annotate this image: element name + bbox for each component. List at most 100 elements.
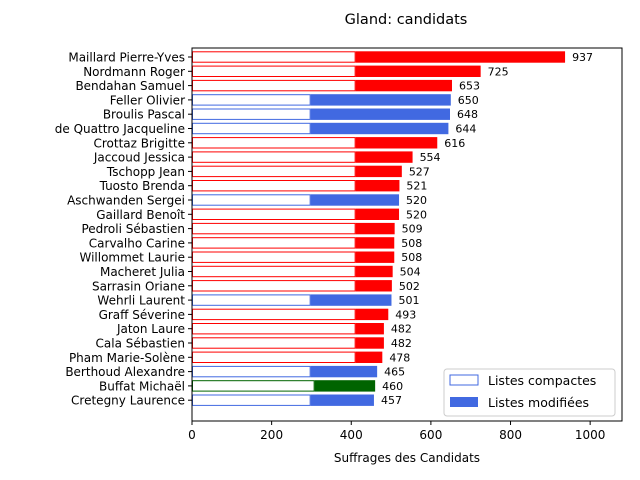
candidate-name-label: Wehrli Laurent — [97, 294, 185, 308]
bar-value-label: 650 — [458, 94, 479, 107]
bar-compact — [192, 208, 356, 221]
bar-modified — [310, 94, 451, 106]
bar-compact — [192, 323, 356, 335]
bar-compact — [192, 79, 356, 92]
bar-modified — [355, 265, 393, 278]
bar-modified — [355, 251, 395, 263]
bar-modified — [355, 65, 481, 77]
candidate-name-label: Pham Marie-Solène — [69, 351, 185, 365]
x-tick-label: 600 — [419, 428, 442, 442]
bar-compact — [192, 294, 311, 306]
bar-compact — [192, 337, 356, 349]
bar-value-label: 482 — [391, 323, 412, 336]
candidate-name-label: Carvalho Carine — [89, 236, 185, 250]
bar-compact — [192, 165, 356, 178]
bar-value-label: 482 — [391, 337, 412, 350]
x-tick-label: 0 — [188, 428, 196, 442]
bar-value-label: 509 — [402, 223, 423, 236]
bar-compact — [192, 365, 311, 378]
bar-compact — [192, 94, 311, 106]
bar-compact — [192, 380, 315, 392]
legend-label-modified: Listes modifiées — [488, 395, 589, 410]
bar-compact — [192, 222, 356, 235]
candidate-name-label: Sarrasin Oriane — [92, 279, 185, 293]
candidate-name-label: Cala Sébastien — [96, 337, 185, 351]
chart-title: Gland: candidats — [345, 12, 468, 28]
candidate-name-label: Berthoud Alexandre — [65, 365, 185, 379]
bar-value-label: 478 — [389, 351, 410, 364]
bar-value-label: 493 — [395, 308, 416, 321]
candidate-name-label: Willommet Laurie — [79, 251, 185, 265]
bar-modified — [310, 394, 374, 406]
candidate-name-label: Buffat Michaël — [99, 379, 185, 393]
bar-modified — [355, 323, 384, 335]
bar-modified — [310, 194, 400, 206]
bar-compact — [192, 265, 356, 278]
bar-value-label: 644 — [455, 123, 476, 136]
x-axis-ticks: 0 200 400 600 800 1000 — [188, 421, 605, 442]
bar-value-label: 616 — [444, 137, 465, 150]
x-axis-label: Suffrages des Candidats — [334, 451, 480, 465]
candidate-name-label: Pedroli Sébastien — [81, 222, 185, 236]
bar-compact — [192, 251, 356, 263]
bar-compact — [192, 51, 356, 63]
bar-modified — [314, 380, 376, 392]
candidate-name-label: Aschwanden Sergei — [67, 194, 185, 208]
bar-modified — [355, 337, 384, 349]
bar-modified — [355, 137, 438, 149]
legend-swatch-compact — [449, 374, 479, 386]
candidate-name-label: Nordmann Roger — [83, 65, 185, 79]
bar-modified — [355, 51, 566, 63]
bar-value-label: 508 — [401, 237, 422, 250]
bars-group: 9377256536506486446165545275215205205095… — [192, 51, 593, 407]
bar-modified — [310, 122, 449, 135]
candidate-name-label: Jaccoud Jessica — [93, 151, 185, 165]
bar-compact — [192, 151, 356, 163]
bar-compact — [192, 237, 356, 249]
bar-value-label: 653 — [459, 80, 480, 93]
bar-modified — [355, 237, 395, 249]
candidate-name-label: Macheret Julia — [100, 265, 185, 279]
bar-compact — [192, 180, 356, 192]
candidate-name-label: Tschopp Jean — [106, 165, 185, 179]
bar-value-label: 527 — [409, 165, 430, 178]
bar-value-label: 520 — [406, 208, 427, 221]
candidate-name-label: de Quattro Jacqueline — [55, 122, 185, 136]
bar-compact — [192, 194, 311, 206]
candidate-name-label: Maillard Pierre-Yves — [68, 51, 185, 65]
candidate-name-label: Tuosto Brenda — [99, 179, 185, 193]
bar-value-label: 502 — [399, 280, 420, 293]
bar-modified — [355, 79, 452, 92]
legend-swatch-modified — [450, 397, 478, 407]
bar-compact — [192, 65, 356, 77]
bar-value-label: 648 — [457, 108, 478, 121]
bar-compact — [192, 351, 356, 364]
bar-value-label: 725 — [488, 65, 509, 78]
bar-modified — [355, 280, 392, 292]
legend-label-compact: Listes compactes — [488, 373, 596, 388]
bar-value-label: 465 — [384, 366, 405, 379]
candidate-name-label: Graff Séverine — [99, 308, 185, 322]
x-tick-label: 1000 — [575, 428, 606, 442]
bar-value-label: 501 — [398, 294, 419, 307]
plot-frame — [191, 47, 623, 422]
x-tick-label: 200 — [260, 428, 283, 442]
bar-value-label: 460 — [382, 380, 403, 393]
bar-value-label: 937 — [572, 51, 593, 64]
bar-compact — [192, 280, 356, 292]
candidate-name-label: Feller Olivier — [110, 93, 185, 107]
candidate-name-label: Bendahan Samuel — [75, 79, 185, 93]
legend: Listes compactes Listes modifiées — [443, 368, 616, 417]
x-tick-label: 400 — [340, 428, 363, 442]
bar-value-label: 504 — [400, 266, 421, 279]
bar-modified — [310, 108, 450, 120]
bar-value-label: 508 — [401, 251, 422, 264]
bar-modified — [355, 180, 400, 192]
legend-box — [443, 368, 616, 417]
candidate-name-label: Broulis Pascal — [103, 108, 185, 122]
bar-modified — [355, 208, 400, 220]
candidate-name-label: Crottaz Brigitte — [93, 136, 185, 150]
bar-compact — [192, 394, 311, 406]
